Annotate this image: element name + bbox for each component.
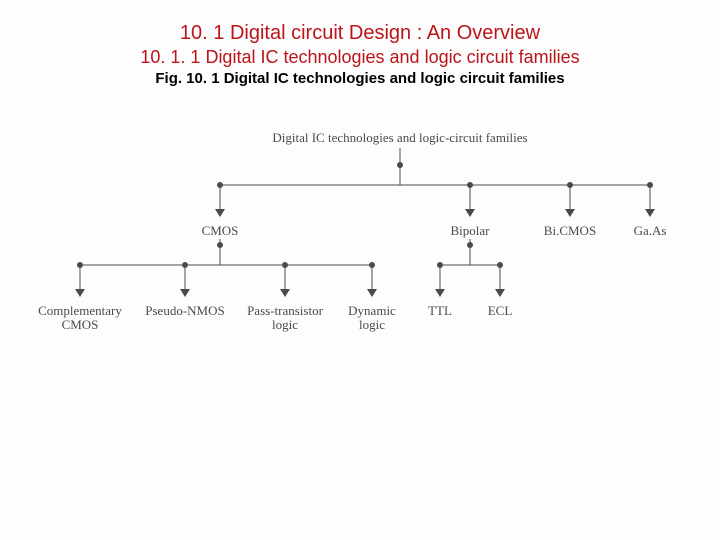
leaf-node: ECL [488, 303, 513, 318]
leaf-node: CMOS [62, 317, 99, 332]
leaf-node: Pseudo-NMOS [145, 303, 224, 318]
section-heading: 10. 1 Digital circuit Design : An Overvi… [0, 22, 720, 45]
leaf-node: Pass-transistor [247, 303, 324, 318]
subsection-heading: 10. 1. 1 Digital IC technologies and log… [0, 47, 720, 68]
root-label: Digital IC technologies and logic-circui… [272, 130, 527, 145]
leaf-node: logic [272, 317, 298, 332]
hierarchy-diagram: Digital IC technologies and logic-circui… [0, 117, 720, 417]
leaf-node: Dynamic [348, 303, 396, 318]
level1-bicmos: Bi.CMOS [544, 223, 596, 238]
level1-bipolar: Bipolar [451, 223, 491, 238]
figure-caption: Fig. 10. 1 Digital IC technologies and l… [0, 70, 720, 87]
level1-gaas: Ga.As [634, 223, 667, 238]
leaf-node: Complementary [38, 303, 122, 318]
leaf-node: logic [359, 317, 385, 332]
level1-cmos: CMOS [202, 223, 239, 238]
leaf-node: TTL [428, 303, 452, 318]
